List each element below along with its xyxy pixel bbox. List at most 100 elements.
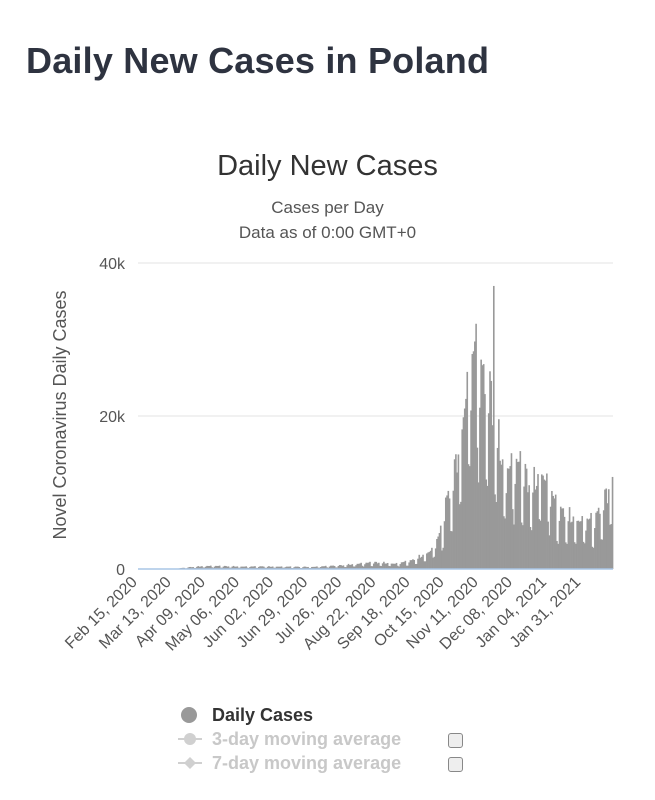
bar: [453, 459, 456, 569]
bar: [610, 524, 613, 569]
bar: [258, 566, 260, 569]
bar: [295, 566, 298, 569]
bar: [390, 563, 393, 569]
y-tick-label: 20k: [99, 409, 126, 426]
bar: [605, 488, 608, 569]
page-title: Daily New Cases in Poland: [26, 40, 490, 81]
bar: [436, 538, 438, 569]
bar: [607, 489, 610, 569]
bar: [570, 522, 572, 569]
bar: [335, 567, 337, 569]
bar: [404, 560, 407, 569]
bar: [460, 501, 462, 569]
bar: [357, 563, 360, 569]
bar: [226, 566, 229, 569]
bar: [457, 454, 460, 569]
bar: [481, 365, 484, 569]
bar: [236, 566, 239, 569]
bar: [480, 359, 482, 569]
7-day-average-checkbox[interactable]: [448, 757, 463, 772]
bar: [252, 566, 255, 569]
bar: [217, 565, 220, 569]
bar: [372, 563, 375, 569]
bar: [580, 521, 582, 569]
bar: [332, 565, 335, 569]
bar: [575, 543, 577, 569]
3-day-average-checkbox[interactable]: [448, 733, 463, 748]
bar: [213, 566, 216, 569]
bar: [330, 565, 332, 569]
bar: [437, 536, 440, 569]
bar: [405, 565, 408, 569]
bar: [360, 562, 362, 569]
bar: [474, 341, 476, 569]
bar: [279, 566, 282, 569]
bar: [568, 507, 571, 569]
bar: [341, 565, 343, 569]
bar: [222, 566, 225, 569]
bar: [215, 565, 217, 569]
bar: [475, 323, 477, 569]
bar: [366, 562, 369, 569]
bar: [564, 542, 567, 569]
bar: [595, 512, 597, 569]
bar: [326, 567, 328, 569]
bar: [216, 565, 218, 569]
bar: [448, 498, 451, 569]
bar: [470, 410, 472, 569]
bar: [466, 371, 469, 569]
bar: [525, 468, 528, 569]
bar: [471, 353, 474, 569]
bar: [576, 520, 578, 569]
bar: [259, 566, 261, 569]
bar: [269, 566, 271, 569]
bar: [433, 556, 436, 569]
bar: [312, 566, 314, 569]
bar: [348, 564, 351, 569]
bar: [590, 512, 592, 569]
bar: [534, 489, 537, 569]
bar: [586, 518, 589, 569]
bar: [278, 566, 280, 569]
bar: [486, 485, 489, 569]
bar: [336, 567, 338, 569]
bar: [489, 371, 491, 569]
bar: [443, 521, 446, 569]
bar: [546, 473, 548, 569]
bar: [319, 567, 322, 569]
bar: [338, 565, 341, 569]
bar: [396, 565, 399, 569]
bar: [340, 565, 342, 569]
bar: [413, 559, 416, 569]
bar: [566, 543, 568, 569]
circle-line-marker-icon: [178, 733, 202, 745]
bar: [223, 565, 226, 569]
bar: [302, 567, 304, 569]
bar: [573, 542, 576, 569]
bar: [504, 518, 506, 569]
bar: [227, 566, 230, 569]
bar: [201, 566, 203, 569]
bar: [288, 566, 290, 569]
bar: [343, 567, 346, 569]
bar: [472, 351, 475, 569]
bar: [287, 566, 289, 569]
bar: [374, 561, 376, 569]
bar: [289, 566, 292, 569]
bar: [218, 565, 221, 569]
bar: [510, 453, 513, 569]
bar: [522, 525, 524, 569]
bar: [513, 524, 515, 569]
bar: [420, 556, 423, 569]
bar: [394, 563, 397, 569]
bar: [602, 510, 605, 569]
bar: [249, 567, 251, 569]
bar: [412, 559, 414, 569]
legend-label: 3-day moving average: [212, 729, 402, 749]
bar: [609, 524, 611, 569]
bar: [371, 566, 374, 569]
bar: [452, 490, 455, 569]
bar: [189, 566, 192, 569]
bar: [304, 566, 307, 569]
